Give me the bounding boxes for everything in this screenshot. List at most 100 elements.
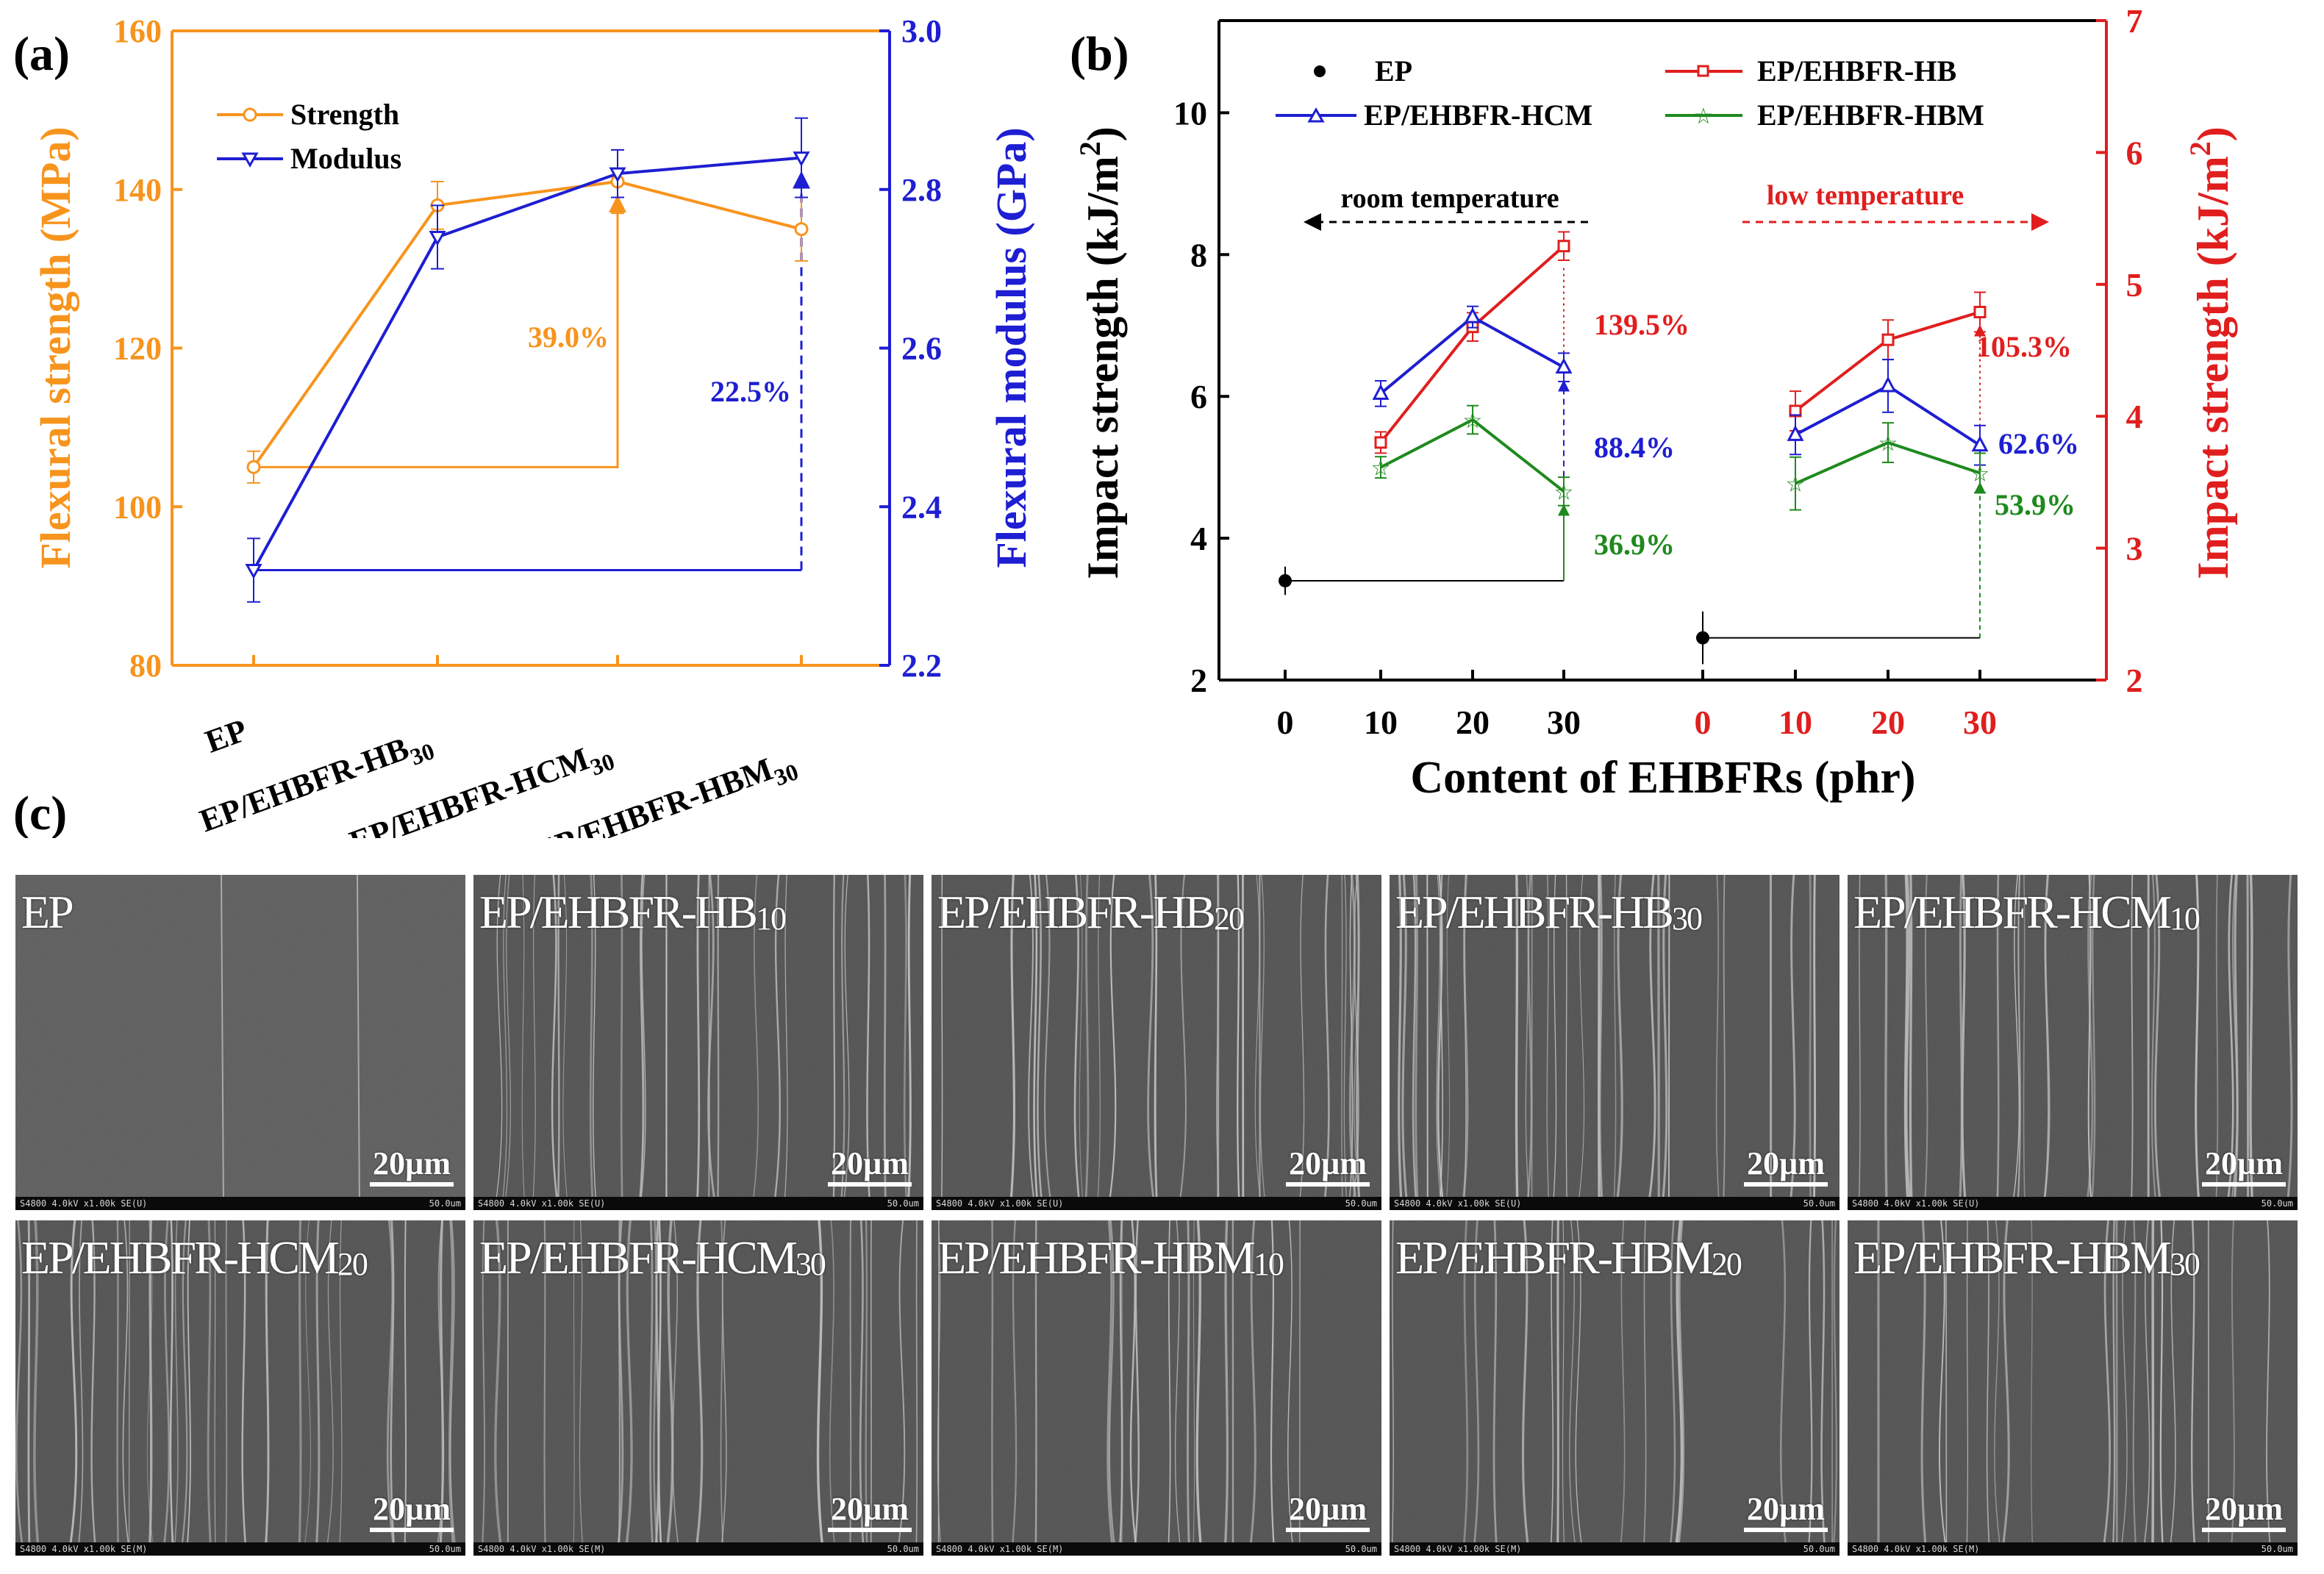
sem-info-scale-text: 50.0um bbox=[429, 1544, 461, 1554]
sem-scale-bar: 20µm bbox=[2201, 1145, 2286, 1187]
sem-fiber-streak bbox=[1472, 1220, 1480, 1556]
sem-fiber-streak bbox=[895, 1220, 906, 1556]
sem-fiber-streak bbox=[1323, 875, 1330, 1210]
sem-fiber-streak bbox=[1812, 875, 1817, 1210]
sem-fiber-streak bbox=[907, 875, 912, 1210]
sem-panel-title: EP/EHBFR-HCM20 bbox=[21, 1231, 368, 1285]
sem-info-text: S4800 4.0kV x1.00k SE(U) bbox=[1394, 1198, 1522, 1209]
b-room-point-star: ☆ bbox=[1371, 457, 1391, 481]
b-low-point-tri bbox=[1971, 435, 1989, 452]
sem-micrograph bbox=[1848, 875, 2298, 1210]
sem-info-text: S4800 4.0kV x1.00k SE(M) bbox=[936, 1544, 1064, 1554]
sem-fiber-streak bbox=[2232, 875, 2239, 1210]
sem-fiber-streak bbox=[1129, 1220, 1139, 1556]
sem-info-bar: S4800 4.0kV x1.00k SE(M) 50.0um bbox=[932, 1542, 1381, 1556]
sem-fiber-streak bbox=[1779, 1220, 1789, 1556]
sem-panel: EP 20µm S4800 4.0kV x1.00k SE(U) 50.0um bbox=[15, 875, 465, 1210]
sem-fiber-streak bbox=[1195, 1220, 1204, 1556]
sem-fiber-streak bbox=[1084, 875, 1090, 1210]
sem-info-scale-text: 50.0um bbox=[887, 1544, 919, 1554]
sem-micrograph bbox=[473, 1220, 923, 1556]
sem-fiber-streak bbox=[1565, 875, 1567, 1210]
sem-fiber-streak bbox=[1556, 1220, 1559, 1556]
sem-panel-title-text: EP/EHBFR-HCM bbox=[1853, 886, 2172, 938]
sem-panel-title-text: EP/EHBFR-HB bbox=[937, 886, 1216, 938]
sem-info-scale-text: 50.0um bbox=[2261, 1198, 2293, 1209]
sem-fiber-streak bbox=[225, 1220, 228, 1556]
a-right-tick-label: 2.8 bbox=[901, 172, 942, 208]
b-annotation-hcm-low: 62.6% bbox=[1998, 427, 2079, 460]
sem-fiber-streak bbox=[1986, 1220, 1991, 1556]
b-annotation-hbm-room: 36.9% bbox=[1594, 528, 1675, 561]
sem-fiber-streak bbox=[1034, 1220, 1037, 1556]
sem-noise-texture bbox=[1848, 875, 2298, 1210]
b-left-tick-label: 10 bbox=[1173, 94, 1207, 132]
sem-fiber-streak bbox=[2112, 1220, 2116, 1556]
sem-fiber-streak bbox=[562, 875, 569, 1210]
sem-panel: EP/EHBFR-HB10 20µm S4800 4.0kV x1.00k SE(U… bbox=[473, 875, 923, 1210]
a-x-category-label: EP bbox=[201, 712, 252, 759]
sem-fiber-streak bbox=[2132, 1220, 2137, 1556]
b-left-tick-label: 4 bbox=[1190, 520, 1207, 557]
sem-panel-title-text: EP/EHBFR-HCM bbox=[479, 1231, 798, 1284]
sem-scale-bar: 20µm bbox=[827, 1145, 912, 1187]
sem-fiber-streak bbox=[1037, 875, 1044, 1210]
sem-fiber-streak bbox=[1175, 1220, 1182, 1556]
sem-fiber-streak bbox=[1562, 1220, 1565, 1556]
sem-fiber-streak bbox=[2195, 875, 2201, 1210]
b-annotation-hcm-room: 88.4% bbox=[1594, 431, 1675, 464]
sem-fiber-streak bbox=[2225, 875, 2234, 1210]
sem-fiber-streak bbox=[1259, 875, 1267, 1210]
sem-scale-bar: 20µm bbox=[2201, 1490, 2286, 1532]
sem-fiber-streak bbox=[1287, 1220, 1295, 1556]
sem-panel-title-text: EP/EHBFR-HCM bbox=[21, 1231, 340, 1284]
sem-fiber-streak bbox=[1009, 875, 1016, 1210]
b-legend-hcm-label: EP/EHBFR-HCM bbox=[1364, 99, 1592, 132]
a-strength-increase-bracket bbox=[254, 194, 626, 468]
b-x-tick-label-low: 30 bbox=[1963, 704, 1997, 741]
sem-fiber-streak bbox=[1642, 1220, 1647, 1556]
sem-fiber-streak bbox=[1722, 875, 1726, 1210]
b-annotation-hb-low: 105.3% bbox=[1976, 330, 2072, 363]
sem-fiber-streak bbox=[1619, 1220, 1626, 1556]
sem-fiber-streak bbox=[27, 1220, 31, 1556]
sem-fiber-streak bbox=[589, 875, 594, 1210]
sem-fiber-streak bbox=[386, 1220, 396, 1556]
sem-panel-title-text: EP/EHBFR-HBM bbox=[1853, 1231, 2172, 1284]
sem-fiber-streak bbox=[90, 1220, 97, 1556]
a-series-line-modulus bbox=[252, 156, 802, 571]
sem-fiber-streak bbox=[2168, 1220, 2176, 1556]
sem-fiber-streak bbox=[1575, 1220, 1584, 1556]
sem-fiber-streak bbox=[1966, 1220, 1968, 1556]
sem-fiber-streak bbox=[338, 1220, 343, 1556]
b-left-tick-label: 8 bbox=[1190, 236, 1207, 273]
sem-fiber-streak bbox=[1884, 875, 1888, 1210]
sem-fiber-streak bbox=[2120, 1220, 2128, 1556]
sem-fiber-streak bbox=[2031, 1220, 2034, 1556]
sem-fiber-streak bbox=[1676, 1220, 1685, 1556]
b-right-tick-label: 4 bbox=[2126, 398, 2143, 435]
sem-fiber-streak bbox=[116, 1220, 120, 1556]
sem-fiber-streak bbox=[1788, 875, 1796, 1210]
sem-panel-title-subscript: 20 bbox=[1213, 901, 1245, 937]
sem-panel: EP/EHBFR-HBM20 20µm S4800 4.0kV x1.00k SE(… bbox=[1390, 1220, 1839, 1556]
sem-fiber-streak bbox=[2190, 1220, 2197, 1556]
sem-fiber-streak bbox=[1577, 875, 1585, 1210]
sem-info-text: S4800 4.0kV x1.00k SE(M) bbox=[20, 1544, 148, 1554]
b-room-temp-label: room temperature bbox=[1340, 183, 1559, 214]
sem-panel: EP/EHBFR-HBM10 20µm S4800 4.0kV x1.00k SE(… bbox=[932, 1220, 1381, 1556]
sem-fiber-streak bbox=[2042, 875, 2049, 1210]
sem-fiber-streak bbox=[1832, 1220, 1837, 1556]
sem-fiber-streak bbox=[162, 1220, 171, 1556]
sem-fiber-streak bbox=[122, 1220, 131, 1556]
sem-panel-title-subscript: 30 bbox=[1671, 901, 1703, 937]
sem-fiber-streak bbox=[1909, 875, 1913, 1210]
b-low-point-star: ☆ bbox=[1970, 462, 1990, 486]
b-room-point-star: ☆ bbox=[1554, 480, 1574, 504]
sem-panel: EP/EHBFR-HBM30 20µm S4800 4.0kV x1.00k SE(… bbox=[1848, 1220, 2298, 1556]
sem-panel-title-subscript: 30 bbox=[2169, 1246, 2200, 1282]
a-modulus-point bbox=[429, 230, 446, 246]
sem-fiber-streak bbox=[1167, 1220, 1171, 1556]
sem-fiber-streak bbox=[1147, 875, 1156, 1210]
sem-panel-title: EP/EHBFR-HCM30 bbox=[479, 1231, 826, 1285]
